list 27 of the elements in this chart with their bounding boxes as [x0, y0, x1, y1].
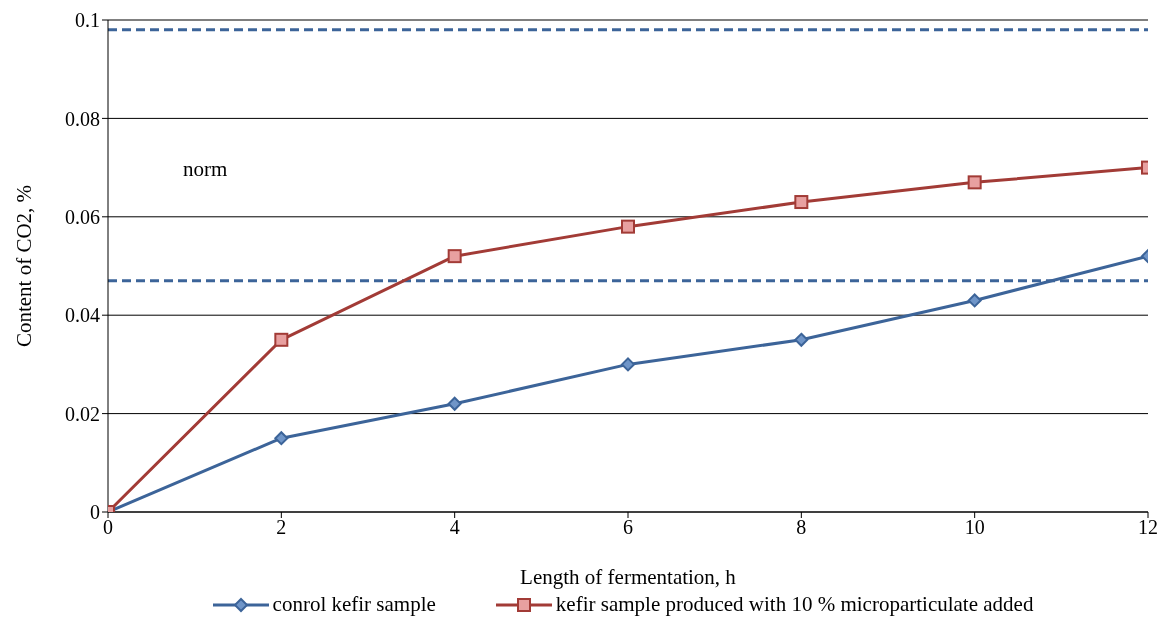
annotation: norm [183, 157, 228, 181]
x-tick-label: 4 [449, 516, 460, 539]
x-tick-label: 6 [623, 516, 633, 539]
point [967, 175, 982, 190]
y-tick-label: 0 [90, 501, 100, 524]
point [447, 249, 462, 264]
point [447, 396, 462, 411]
point [274, 332, 289, 347]
point [274, 431, 289, 446]
legend-label: kefir sample produced with 10 % microparticulate added [554, 592, 1034, 617]
point [794, 332, 809, 347]
y-tick-label: 0.04 [65, 304, 100, 327]
x-tick-label: 10 [964, 516, 985, 539]
point [794, 195, 809, 210]
y-tick-label: 0.08 [65, 107, 100, 130]
y-tick-label: 0.1 [75, 9, 100, 32]
y-tick-label: 0.02 [65, 402, 100, 425]
x-tick-label: 8 [796, 516, 807, 539]
point [621, 219, 635, 234]
point [967, 293, 982, 308]
x-tick-label: 2 [276, 516, 287, 539]
point [621, 357, 635, 372]
x-tick-label: 12 [1138, 516, 1158, 539]
legend-label: conrol kefir sample [271, 592, 436, 617]
x-axis-title: Length of fermentation, h [520, 565, 737, 589]
y-axis-title: Content of CO2, % [12, 184, 37, 348]
y-tick-label: 0.06 [65, 205, 100, 228]
